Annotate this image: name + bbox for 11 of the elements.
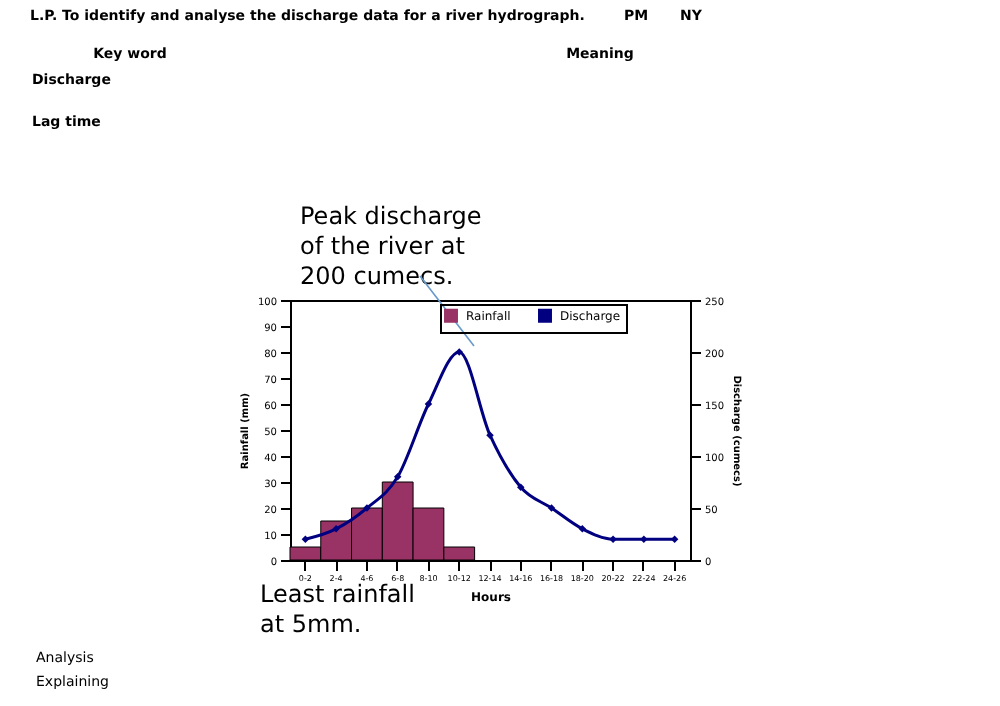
point — [640, 535, 648, 543]
point — [578, 525, 587, 533]
point — [301, 535, 310, 543]
point — [547, 504, 556, 512]
text: Least rainfall at 5mm. — [260, 580, 415, 638]
point — [517, 483, 525, 491]
point — [424, 400, 433, 408]
point — [609, 535, 617, 543]
text: Peak discharge of the river at 200 cumecs. — [300, 202, 482, 290]
point — [332, 525, 340, 533]
point — [393, 473, 402, 481]
